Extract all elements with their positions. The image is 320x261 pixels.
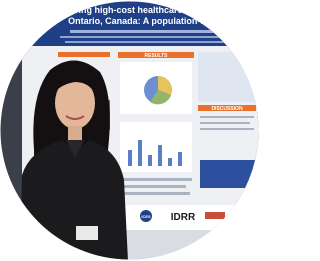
text-line — [120, 185, 186, 188]
box — [200, 160, 256, 188]
affiliation-line — [60, 36, 230, 38]
section-bar — [58, 52, 110, 57]
photo: ering high-cost healthcare users amo Ont… — [0, 0, 259, 261]
poster-title: Ontario, Canada: A population-based ( — [68, 16, 232, 26]
section-title: DISCUSSION — [211, 106, 243, 112]
badge — [76, 226, 98, 240]
poster-title: ering high-cost healthcare users amo — [70, 5, 231, 15]
text-line — [200, 116, 254, 118]
authors-line — [70, 30, 220, 33]
logo-text: ICES — [141, 214, 151, 219]
section-title: RESULTS — [145, 53, 169, 59]
box — [198, 52, 256, 102]
jacket — [20, 140, 128, 261]
logo — [205, 212, 225, 219]
affiliation-line — [65, 41, 225, 43]
neck — [68, 126, 82, 142]
logo-text: IDRR — [171, 212, 196, 223]
photo-content: ering high-cost healthcare users amo Ont… — [0, 0, 259, 261]
text-line — [200, 128, 254, 130]
text-line — [120, 192, 190, 195]
text-line — [200, 122, 250, 124]
text-line — [120, 178, 192, 181]
